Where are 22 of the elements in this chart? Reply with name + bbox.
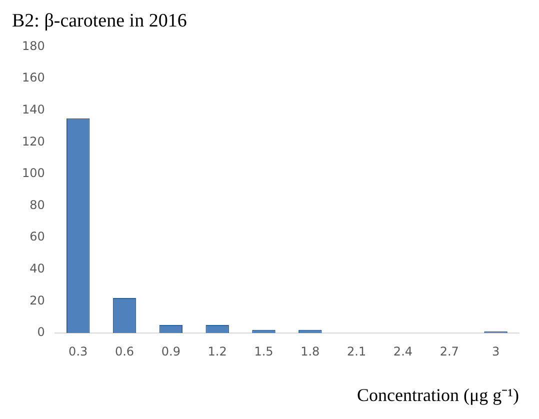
y-tick-label: 0 — [37, 325, 45, 340]
y-tick-label: 80 — [30, 198, 45, 212]
x-tick-label: 0.6 — [114, 344, 134, 358]
y-tick-label: 160 — [22, 70, 45, 85]
x-tick-label: 1.2 — [208, 344, 227, 358]
x-tick-label: 2.7 — [440, 344, 459, 358]
y-tick-label: 20 — [30, 293, 45, 308]
x-axis-title: Concentration (μg g⁻¹) — [356, 384, 519, 405]
chart-title: B2: β-carotene in 2016 — [12, 10, 187, 32]
y-tick-label: 120 — [22, 134, 45, 148]
y-tick-label: 140 — [22, 102, 45, 117]
y-tick-label: 60 — [30, 230, 45, 244]
y-tick-label: 180 — [22, 38, 45, 53]
x-tick-label: 0.9 — [161, 344, 180, 358]
x-tick-label: 1.5 — [254, 344, 274, 358]
x-tick-label: 1.8 — [300, 344, 320, 358]
x-tick-label: 3 — [492, 344, 500, 358]
x-tick-label: 2.1 — [347, 344, 366, 358]
y-tick-label: 40 — [30, 262, 45, 276]
x-tick-label: 2.4 — [393, 344, 413, 358]
x-tick-label: 0.3 — [68, 344, 88, 358]
y-tick-label: 100 — [22, 166, 45, 180]
